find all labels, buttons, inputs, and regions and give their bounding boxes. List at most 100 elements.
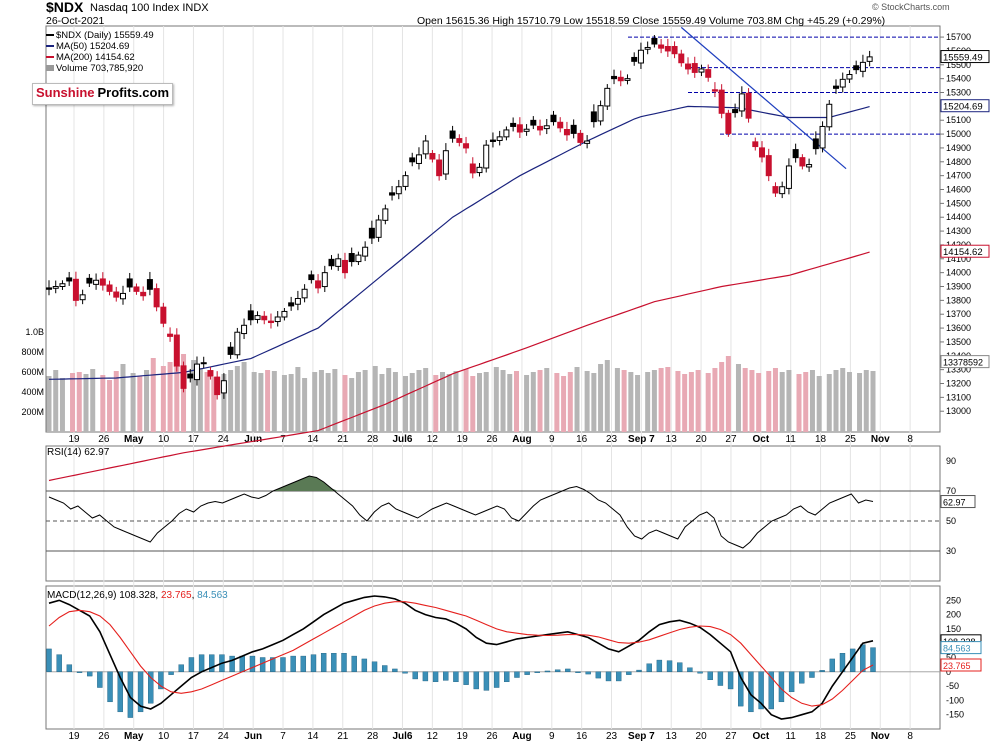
volume-bar <box>840 368 846 432</box>
x-tick-label-top: 26 <box>487 434 499 445</box>
x-tick-label-top: 23 <box>606 434 618 445</box>
macd-histogram-bar <box>656 659 663 672</box>
candle-body <box>772 186 779 194</box>
x-tick-label-bottom: Sep 7 <box>628 731 655 742</box>
macd-y-tick-label: 200 <box>946 610 961 620</box>
price-y-tick-label: 14900 <box>946 143 971 153</box>
volume-bar <box>846 372 852 432</box>
macd-histogram-bar <box>504 671 510 683</box>
macd-histogram-bar <box>799 671 805 684</box>
x-tick-label-top: 7 <box>280 434 286 445</box>
macd-tag-text: 84.563 <box>943 644 971 654</box>
candle-body <box>281 310 288 318</box>
volume-bar <box>554 373 560 432</box>
volume-bar <box>591 373 597 432</box>
x-tick-label-bottom: 26 <box>487 731 499 742</box>
macd-histogram-bar <box>524 671 530 675</box>
volume-bar <box>181 354 187 432</box>
volume-bar <box>705 373 711 432</box>
candle-body <box>866 56 873 62</box>
volume-bar <box>107 380 113 432</box>
candle-body <box>543 125 550 130</box>
volume-bar <box>544 368 550 432</box>
macd-tag-box <box>940 641 982 655</box>
candle-body <box>93 279 100 285</box>
candle-body <box>442 150 449 175</box>
price-y-tick-label: 13900 <box>946 282 971 292</box>
macd-histogram-bar <box>554 669 561 672</box>
candle-body <box>214 376 221 396</box>
volume-bar <box>150 358 156 432</box>
macd-histogram-bar <box>137 671 144 713</box>
macd-histogram-bar <box>707 671 713 681</box>
volume-bar <box>453 371 459 432</box>
rsi-y-tick-label: 50 <box>946 516 956 526</box>
volume-y-tick-label: 600M <box>21 367 44 377</box>
macd-histogram-bar <box>178 664 184 673</box>
legend-price-text: $NDX (Daily) 15559.49 <box>56 30 154 41</box>
volume-bar <box>221 374 227 432</box>
x-tick-label-top: 8 <box>907 434 913 445</box>
macd-histogram-bar <box>727 671 734 690</box>
chart-date: 26-Oct-2021 <box>46 15 105 27</box>
macd-histogram-bar <box>76 671 83 673</box>
candle-body <box>341 259 348 274</box>
macd-histogram-bar <box>605 671 612 682</box>
candle-body <box>241 324 248 335</box>
candle-body <box>301 288 308 299</box>
x-tick-label-top: 17 <box>188 434 200 445</box>
price-y-tick-label: 15000 <box>946 129 971 139</box>
rsi-line <box>48 475 874 549</box>
volume-bar <box>342 375 348 432</box>
macd-histogram-bar <box>870 647 876 673</box>
candle-body <box>200 362 207 365</box>
volume-bar <box>561 376 567 432</box>
volume-tag-text: 13378592 <box>943 358 983 368</box>
volume-bar <box>318 370 324 432</box>
macd-histogram-bar <box>483 671 490 691</box>
volume-bar <box>355 372 361 432</box>
rsi-label: RSI(14) 62.97 <box>47 447 110 458</box>
candle-body <box>422 140 429 155</box>
x-tick-label-top: 28 <box>367 434 379 445</box>
x-tick-label-top: Jun <box>244 434 262 445</box>
macd-histogram-bar <box>86 671 93 677</box>
macd-histogram-bar <box>544 670 551 673</box>
candle-body <box>826 103 833 128</box>
legend-price-swatch <box>46 34 54 37</box>
volume-bar <box>120 364 126 432</box>
volume-bar <box>500 370 506 432</box>
candle-body <box>254 315 261 320</box>
volume-bar <box>725 356 731 432</box>
volume-bar <box>76 372 82 432</box>
candle-body <box>563 129 570 136</box>
volume-bar <box>90 369 96 432</box>
candle-body <box>812 138 819 150</box>
ohlc-summary: Open 15615.36 High 15710.79 Low 15518.59… <box>417 15 886 27</box>
volume-bar <box>476 373 482 432</box>
candle-body <box>691 63 698 73</box>
x-tick-label-bottom: 7 <box>280 731 286 742</box>
candle-body <box>375 219 382 238</box>
volume-bar <box>349 378 355 432</box>
volume-bar <box>234 366 240 432</box>
volume-bar <box>302 378 308 432</box>
macd-histogram-bar <box>249 655 256 673</box>
candle-body <box>671 46 678 55</box>
price-y-tick-label: 14700 <box>946 171 971 181</box>
volume-bar <box>204 372 210 432</box>
volume-bar <box>809 370 815 432</box>
x-tick-label-bottom: 10 <box>158 731 170 742</box>
index-name: Nasdaq 100 Index INDX <box>90 2 209 14</box>
candle-body <box>644 46 651 50</box>
x-tick-label-top: 18 <box>815 434 827 445</box>
candle-body <box>785 165 792 189</box>
macd-panel-frame <box>45 585 941 730</box>
x-tick-label-bottom: 20 <box>696 731 708 742</box>
x-tick-label-bottom: 26 <box>98 731 110 742</box>
volume-bar <box>598 364 604 432</box>
candle-body <box>153 288 160 308</box>
volume-bar <box>46 376 52 432</box>
candle-body <box>738 93 745 112</box>
candle-body <box>72 278 79 301</box>
